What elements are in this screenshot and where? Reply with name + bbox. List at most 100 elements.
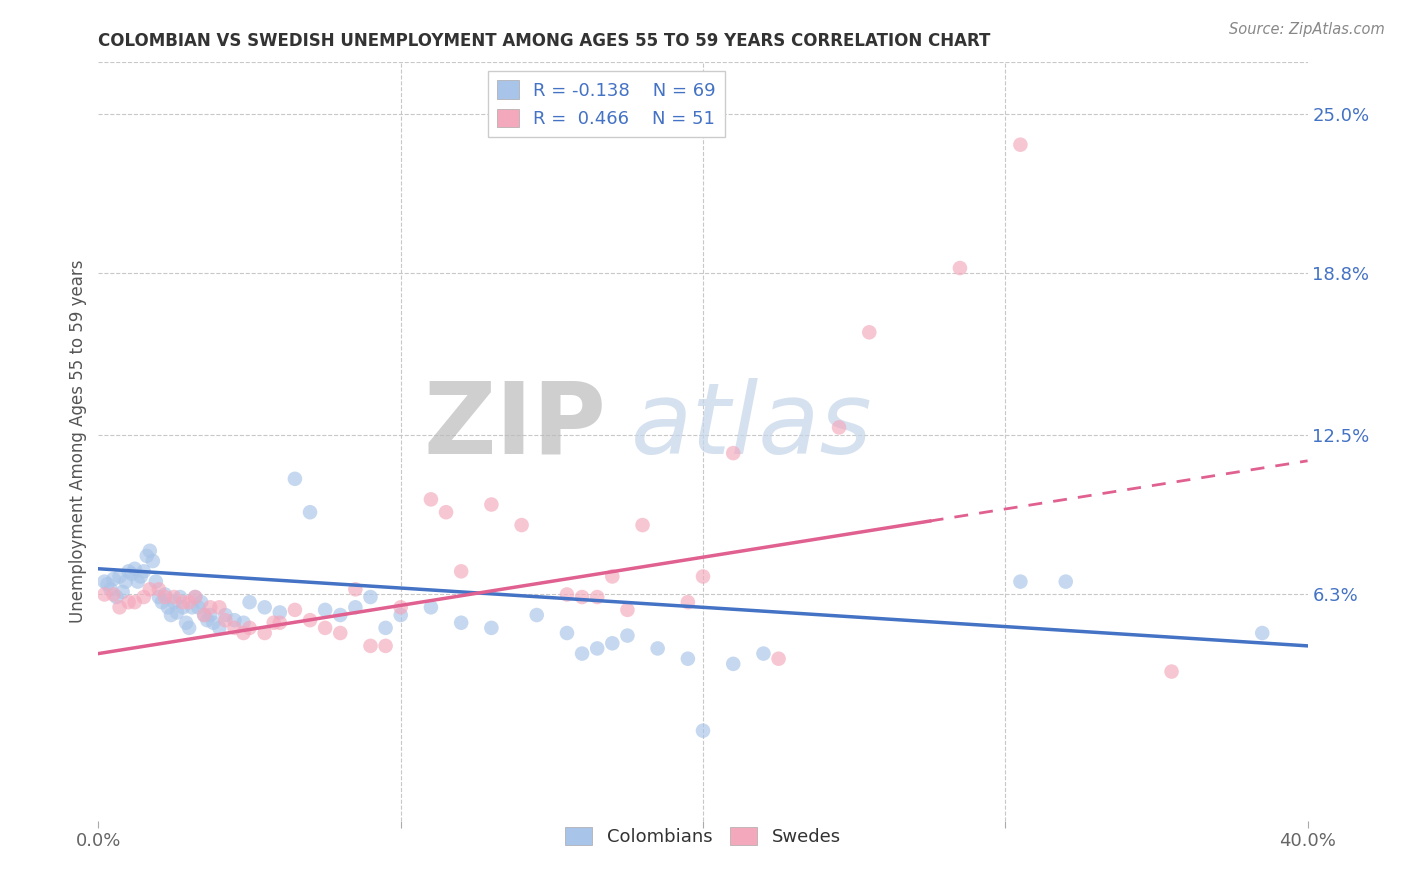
Point [374,639,396,653]
Point [184,590,207,604]
Point [692,569,714,583]
Point [389,607,412,622]
Point [616,603,638,617]
Point [163,595,186,609]
Point [121,566,143,581]
Point [108,569,131,583]
Point [129,569,152,583]
Point [142,554,165,568]
Text: Source: ZipAtlas.com: Source: ZipAtlas.com [1229,22,1385,37]
Legend: Colombians, Swedes: Colombians, Swedes [558,820,848,854]
Point [105,590,128,604]
Point [858,326,880,340]
Point [132,565,155,579]
Point [166,606,188,620]
Point [224,613,246,627]
Point [676,651,699,665]
Point [184,590,207,604]
Point [284,472,307,486]
Point [174,615,197,630]
Point [434,505,457,519]
Point [481,621,503,635]
Point [1160,665,1182,679]
Point [135,549,157,563]
Point [1010,137,1032,152]
Point [586,641,609,656]
Point [132,590,155,604]
Point [153,587,176,601]
Point [571,590,593,604]
Point [299,613,322,627]
Point [510,518,533,533]
Point [224,621,246,635]
Point [200,600,222,615]
Point [360,590,382,604]
Point [586,590,609,604]
Point [344,600,367,615]
Point [1054,574,1077,589]
Point [172,595,194,609]
Point [420,600,443,615]
Point [647,641,669,656]
Point [239,595,262,609]
Point [103,587,125,601]
Y-axis label: Unemployment Among Ages 55 to 59 years: Unemployment Among Ages 55 to 59 years [69,260,87,624]
Point [172,600,194,615]
Point [93,574,115,589]
Point [389,600,412,615]
Point [269,606,291,620]
Point [202,615,225,630]
Point [768,651,790,665]
Point [314,603,336,617]
Point [269,615,291,630]
Point [253,600,276,615]
Point [676,595,699,609]
Point [160,607,183,622]
Point [555,587,578,601]
Point [420,492,443,507]
Point [145,574,167,589]
Point [232,626,254,640]
Point [148,582,170,597]
Point [193,607,215,622]
Text: COLOMBIAN VS SWEDISH UNEMPLOYMENT AMONG AGES 55 TO 59 YEARS CORRELATION CHART: COLOMBIAN VS SWEDISH UNEMPLOYMENT AMONG … [98,32,991,50]
Point [631,518,654,533]
Point [181,600,204,615]
Point [179,621,201,635]
Point [193,607,215,622]
Point [108,600,131,615]
Point [374,621,396,635]
Point [169,590,191,604]
Point [616,629,638,643]
Point [232,615,254,630]
Point [450,565,472,579]
Point [214,607,236,622]
Point [208,621,231,635]
Point [360,639,382,653]
Point [187,600,209,615]
Point [949,261,972,276]
Point [344,582,367,597]
Point [124,595,146,609]
Point [299,505,322,519]
Point [828,420,851,434]
Point [127,574,149,589]
Point [208,600,231,615]
Point [723,446,745,460]
Point [329,626,352,640]
Point [481,498,503,512]
Point [153,590,176,604]
Point [314,621,336,635]
Text: ZIP: ZIP [423,378,606,475]
Point [329,607,352,622]
Point [118,565,141,579]
Point [179,595,201,609]
Point [93,587,115,601]
Point [139,582,162,597]
Point [602,569,624,583]
Point [214,613,236,627]
Point [148,590,170,604]
Point [526,607,548,622]
Point [118,595,141,609]
Point [96,577,118,591]
